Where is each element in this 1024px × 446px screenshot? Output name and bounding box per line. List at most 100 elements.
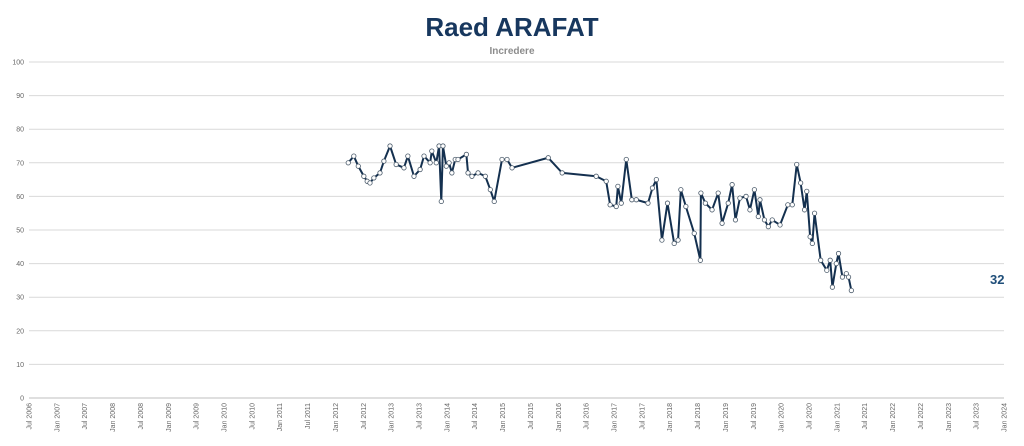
- x-tick-label: Jan 2024: [1002, 403, 1009, 432]
- data-point: [737, 195, 743, 201]
- x-tick-label: Jan 2014: [444, 403, 451, 432]
- x-tick-label: Jul 2012: [361, 403, 368, 430]
- x-tick-label: Jul 2017: [639, 403, 646, 430]
- data-point: [709, 207, 715, 213]
- x-tick-label: Jul 2015: [528, 403, 535, 430]
- x-tick-label: Jul 2023: [974, 403, 981, 430]
- data-point: [698, 190, 704, 196]
- x-tick-label: Jan 2011: [277, 403, 284, 431]
- data-point: [801, 207, 808, 213]
- x-tick-label: Jul 2011: [305, 403, 312, 429]
- data-point: [411, 173, 417, 179]
- x-tick-label: Jan 2013: [389, 403, 396, 432]
- data-point: [829, 284, 836, 290]
- data-point: [653, 177, 659, 183]
- x-tick-label: Jan 2015: [500, 403, 507, 432]
- data-point: [743, 193, 749, 199]
- data-point: [455, 156, 461, 163]
- data-point: [381, 158, 387, 164]
- data-point: [807, 234, 813, 240]
- data-point: [475, 170, 481, 176]
- data-point: [827, 257, 833, 263]
- data-point: [593, 173, 599, 179]
- x-tick-label: Jul 2019: [751, 403, 758, 430]
- data-point: [671, 240, 677, 247]
- chart-subtitle: Incredere: [489, 46, 535, 57]
- chart-title: Raed ARAFAT: [425, 12, 599, 42]
- data-point: [449, 170, 455, 176]
- data-point: [351, 153, 357, 159]
- data-point: [367, 180, 373, 186]
- data-point: [463, 151, 469, 157]
- data-point: [848, 287, 854, 294]
- data-point: [469, 173, 475, 179]
- x-tick-label: Jul 2009: [194, 403, 201, 430]
- x-tick-label: Jul 2022: [918, 403, 925, 430]
- y-tick-label: 40: [16, 261, 24, 268]
- data-point: [629, 197, 635, 203]
- data-point: [769, 217, 775, 223]
- data-point: [659, 237, 665, 243]
- y-tick-label: 70: [16, 160, 24, 167]
- x-tick-label: Jan 2007: [54, 403, 61, 432]
- y-tick-label: 20: [16, 328, 24, 335]
- y-tick-label: 90: [16, 93, 24, 100]
- x-tick-label: Jan 2010: [222, 403, 229, 432]
- data-point: [678, 187, 684, 193]
- data-point: [509, 165, 515, 171]
- data-point: [789, 202, 795, 208]
- data-point: [345, 160, 351, 166]
- last-value-label: 32: [990, 272, 1005, 287]
- data-point: [491, 198, 497, 205]
- data-point: [833, 260, 839, 267]
- x-tick-label: Jan 2022: [890, 403, 897, 432]
- data-point: [613, 203, 619, 210]
- data-point: [545, 155, 551, 161]
- data-point: [482, 173, 488, 179]
- x-tick-label: Jan 2018: [667, 403, 674, 432]
- x-tick-label: Jul 2018: [695, 403, 702, 430]
- y-tick-label: 80: [16, 127, 24, 134]
- data-point: [675, 237, 681, 243]
- data-point: [443, 163, 449, 169]
- data-point: [401, 165, 407, 171]
- data-point: [664, 200, 671, 206]
- data-point: [440, 143, 446, 149]
- data-point: [702, 200, 708, 206]
- x-tick-label: Jan 2009: [166, 403, 173, 432]
- data-point: [446, 160, 452, 166]
- data-point: [845, 274, 852, 280]
- data-point: [355, 163, 361, 169]
- data-point: [377, 170, 383, 176]
- data-point: [751, 187, 758, 193]
- x-tick-label: Jan 2016: [556, 403, 563, 432]
- data-point: [371, 175, 377, 181]
- data-point: [649, 185, 656, 191]
- data-point: [725, 200, 731, 206]
- data-point: [777, 222, 783, 228]
- data-point: [765, 224, 771, 230]
- data-point: [421, 153, 427, 159]
- x-tick-label: Jan 2020: [779, 403, 786, 432]
- data-point: [603, 178, 609, 184]
- data-point: [785, 202, 791, 208]
- x-tick-label: Jan 2019: [723, 403, 730, 432]
- data-point: [645, 200, 651, 206]
- x-tick-label: Jul 2016: [584, 403, 591, 430]
- data-point: [811, 210, 818, 216]
- data-point: [809, 240, 815, 247]
- data-point: [427, 160, 433, 166]
- data-point: [504, 156, 510, 163]
- data-point: [559, 170, 565, 176]
- x-tick-label: Jan 2023: [946, 403, 953, 432]
- data-point: [835, 250, 842, 257]
- data-point: [387, 143, 393, 149]
- data-point: [393, 161, 399, 168]
- data-point: [761, 217, 768, 223]
- data-point: [755, 213, 761, 220]
- data-point: [697, 257, 703, 263]
- data-point: [361, 173, 367, 179]
- x-tick-label: Jul 2006: [27, 403, 34, 430]
- x-tick-label: Jan 2012: [333, 403, 340, 432]
